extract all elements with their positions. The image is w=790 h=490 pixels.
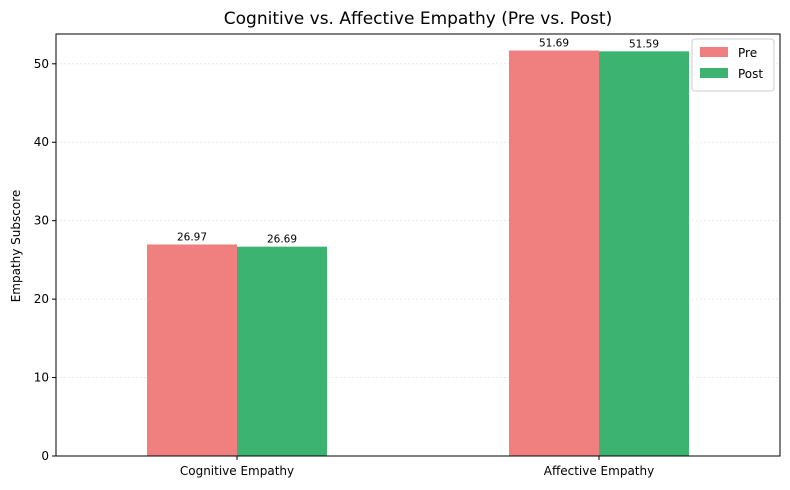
y-tick-label: 10	[34, 371, 49, 385]
legend-swatch	[700, 47, 728, 57]
y-tick-label: 0	[41, 449, 49, 463]
y-axis-label: Empathy Subscore	[9, 190, 23, 303]
legend-box	[691, 38, 775, 92]
bar	[237, 246, 327, 456]
plot-frame	[55, 33, 781, 457]
bar	[147, 244, 237, 456]
bar-value-label: 51.69	[539, 38, 569, 50]
y-tick-label: 20	[34, 292, 49, 306]
bar	[509, 50, 599, 456]
bar-value-label: 26.97	[177, 231, 207, 243]
legend-label: Post	[738, 67, 763, 81]
bar-value-label: 51.59	[629, 38, 659, 50]
legend-label: Pre	[738, 46, 757, 60]
legend: Pre Post	[691, 38, 775, 92]
x-tick-label: Affective Empathy	[544, 464, 654, 478]
bar-value-label: 26.69	[267, 234, 297, 246]
legend-swatch	[700, 68, 728, 78]
bar	[599, 51, 689, 456]
y-tick-label: 30	[34, 214, 49, 228]
y-tick-label: 40	[34, 135, 49, 149]
x-tick-label: Cognitive Empathy	[180, 464, 294, 478]
axes: 0 10 20 30 40 50 Cognitive Empathy Affective Em…	[34, 33, 781, 478]
chart-title: Cognitive vs. Affective Empathy (Pre vs.…	[224, 9, 612, 29]
bars: 26.97 26.69 51.69 51.59	[147, 38, 689, 456]
y-tick-label: 50	[34, 57, 49, 71]
